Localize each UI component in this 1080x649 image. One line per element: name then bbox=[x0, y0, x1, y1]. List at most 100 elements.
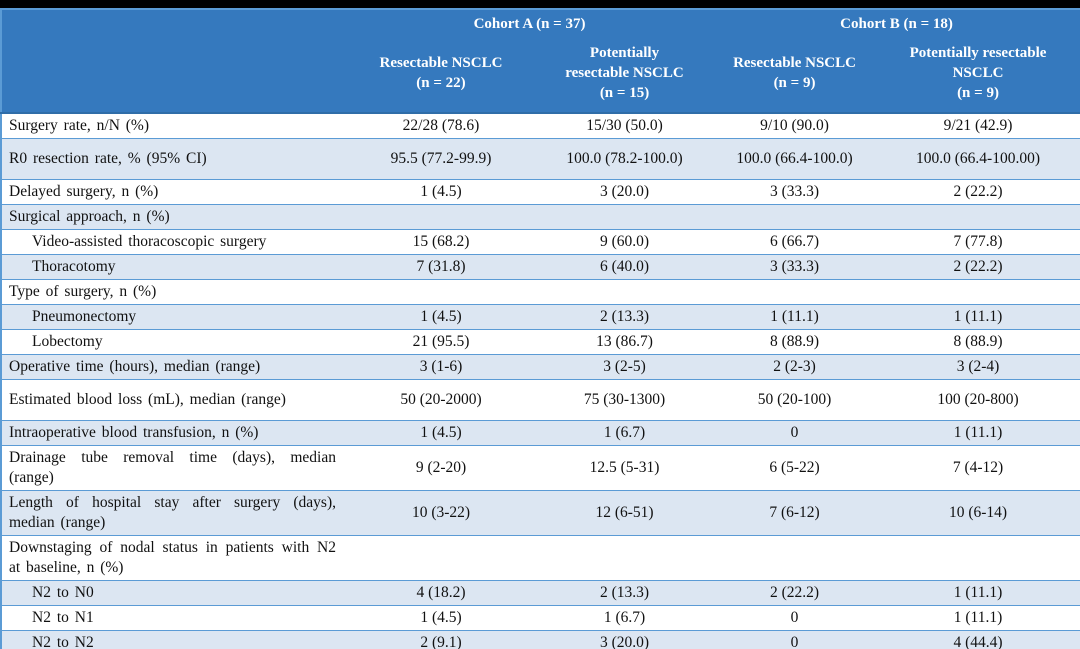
row-value: 1 (4.5) bbox=[420, 183, 462, 200]
table-row: Pneumonectomy 1 (4.5) 2 (13.3) 1 (11.1) 1 (1… bbox=[1, 304, 1080, 330]
table-row: Surgery rate, n/N (%) 22/28 (78.6) 15/30 (… bbox=[1, 113, 1080, 139]
row-value: 3 (33.3) bbox=[769, 183, 820, 200]
row-value bbox=[536, 205, 713, 230]
table-row: Length of hospital stay after surgery (d… bbox=[1, 490, 1080, 536]
row-value: 15/30 (50.0) bbox=[586, 117, 663, 134]
row-label: Surgery rate, n/N (%) bbox=[9, 117, 150, 134]
surgery-outcomes-table: Cohort A (n = 37) Cohort B (n = 18) Rese… bbox=[0, 8, 1080, 649]
row-value: 7 (4-12) bbox=[952, 459, 1004, 476]
row-value: 2 (2-3) bbox=[773, 358, 816, 375]
row-label: Intraoperative blood transfusion, n (%) bbox=[9, 424, 259, 441]
table-row: Type of surgery, n (%) bbox=[1, 279, 1080, 305]
row-value: 9 (60.0) bbox=[599, 233, 650, 250]
row-value: 100.0 (66.4-100.00) bbox=[916, 150, 1041, 167]
row-label: Drainage tube removal time (days), media… bbox=[9, 449, 336, 486]
row-value: 100.0 (78.2-100.0) bbox=[566, 150, 683, 167]
row-value: 9 (2-20) bbox=[415, 459, 467, 476]
row-value: 3 (2-4) bbox=[956, 358, 1000, 375]
row-label: Length of hospital stay after surgery (d… bbox=[9, 494, 336, 531]
row-value: 12.5 (5-31) bbox=[589, 459, 660, 476]
row-label: Type of surgery, n (%) bbox=[9, 283, 157, 300]
subcolumn-header-2: Resectable NSCLC (n = 9) bbox=[713, 36, 877, 113]
row-value: 50 (20-100) bbox=[757, 391, 832, 408]
row-value: 0 bbox=[790, 634, 799, 649]
subcolumn-header-3: Potentially resectable NSCLC (n = 9) bbox=[876, 36, 1080, 113]
subcolumn-header-1: Potentially resectable NSCLC (n = 15) bbox=[536, 36, 714, 113]
row-value: 9/10 (90.0) bbox=[760, 117, 829, 134]
table-row: N2 to N2 2 (9.1) 3 (20.0) 0 4 (44.4) bbox=[1, 630, 1080, 649]
row-value: 7 (6-12) bbox=[769, 504, 820, 521]
row-value: 6 (66.7) bbox=[769, 233, 820, 250]
subcolumn-header-row: Resectable NSCLC (n = 22) Potentially res… bbox=[1, 36, 1080, 113]
table-row: Lobectomy 21 (95.5) 13 (86.7) 8 (88.9) 8 (88… bbox=[1, 329, 1080, 355]
row-label: N2 to N2 bbox=[32, 634, 94, 649]
row-value: 1 (11.1) bbox=[953, 424, 1003, 441]
row-value: 2 (22.2) bbox=[769, 584, 820, 601]
row-value: 1 (4.5) bbox=[420, 308, 462, 325]
row-value: 1 (4.5) bbox=[420, 609, 462, 626]
row-value: 15 (68.2) bbox=[412, 233, 470, 250]
row-value: 7 (31.8) bbox=[416, 258, 466, 275]
row-label: R0 resection rate, % (95% CI) bbox=[9, 150, 207, 167]
table-row: Surgical approach, n (%) bbox=[1, 204, 1080, 230]
row-label: Delayed surgery, n (%) bbox=[9, 183, 159, 200]
row-value: 3 (1-6) bbox=[419, 358, 463, 375]
row-value: 2 (22.2) bbox=[953, 183, 1003, 200]
row-label: Video-assisted thoracoscopic surgery bbox=[32, 233, 267, 250]
row-value: 6 (5-22) bbox=[769, 459, 820, 476]
row-value: 75 (30-1300) bbox=[583, 391, 666, 408]
row-value: 1 (6.7) bbox=[603, 609, 646, 626]
row-value bbox=[346, 280, 536, 305]
row-value: 1 (11.1) bbox=[953, 609, 1003, 626]
table-row: Video-assisted thoracoscopic surgery 15 (… bbox=[1, 229, 1080, 255]
row-value: 6 (40.0) bbox=[599, 258, 650, 275]
row-value: 8 (88.9) bbox=[769, 333, 820, 350]
row-label: Estimated blood loss (mL), median (range… bbox=[9, 391, 286, 408]
row-value: 22/28 (78.6) bbox=[402, 117, 480, 134]
row-value: 10 (6-14) bbox=[948, 504, 1008, 521]
row-value: 10 (3-22) bbox=[411, 504, 471, 521]
cohort-header-row: Cohort A (n = 37) Cohort B (n = 18) bbox=[1, 9, 1080, 113]
cohort-b-header: Cohort B (n = 18) bbox=[713, 9, 1080, 36]
row-value: 8 (88.9) bbox=[953, 333, 1003, 350]
row-label: N2 to N0 bbox=[32, 584, 94, 601]
row-label: N2 to N1 bbox=[32, 609, 94, 626]
row-value bbox=[876, 536, 1080, 581]
row-value: 50 (20-2000) bbox=[400, 391, 482, 408]
table-row: N2 to N0 4 (18.2) 2 (13.3) 2 (22.2) 1 (11.1) bbox=[1, 580, 1080, 606]
table-row: Operative time (hours), median (range) 3 … bbox=[1, 354, 1080, 380]
row-value bbox=[536, 536, 713, 581]
row-value: 2 (13.3) bbox=[599, 584, 650, 601]
table-row: Delayed surgery, n (%) 1 (4.5) 3 (20.0) 3 (… bbox=[1, 179, 1080, 205]
row-value: 3 (20.0) bbox=[599, 183, 650, 200]
row-value: 4 (18.2) bbox=[416, 584, 466, 601]
table-row: Drainage tube removal time (days), media… bbox=[1, 445, 1080, 491]
table-row: Estimated blood loss (mL), median (range… bbox=[1, 379, 1080, 421]
row-value bbox=[713, 280, 876, 305]
row-value bbox=[713, 536, 876, 581]
table-row: Downstaging of nodal status in patients … bbox=[1, 535, 1080, 581]
row-label: Surgical approach, n (%) bbox=[9, 208, 170, 225]
table-row: N2 to N1 1 (4.5) 1 (6.7) 0 1 (11.1) bbox=[1, 605, 1080, 631]
row-value bbox=[713, 205, 876, 230]
row-label: Thoracotomy bbox=[32, 258, 116, 275]
row-value: 9/21 (42.9) bbox=[943, 117, 1013, 134]
row-value bbox=[346, 536, 536, 581]
row-value bbox=[876, 205, 1080, 230]
row-value: 3 (33.3) bbox=[769, 258, 820, 275]
subcolumn-header-0: Resectable NSCLC (n = 22) bbox=[346, 36, 536, 113]
row-value: 0 bbox=[790, 609, 799, 626]
row-value bbox=[536, 280, 713, 305]
row-value: 100.0 (66.4-100.0) bbox=[736, 150, 853, 167]
table-row: Intraoperative blood transfusion, n (%) 1… bbox=[1, 420, 1080, 446]
row-value: 7 (77.8) bbox=[953, 233, 1003, 250]
row-value: 13 (86.7) bbox=[596, 333, 653, 350]
row-value bbox=[346, 205, 536, 230]
row-value: 0 bbox=[790, 424, 799, 441]
row-label: Operative time (hours), median (range) bbox=[9, 358, 261, 375]
row-value: 12 (6-51) bbox=[595, 504, 654, 521]
row-value: 1 (11.1) bbox=[770, 308, 819, 325]
row-value: 3 (20.0) bbox=[599, 634, 650, 649]
row-value: 2 (22.2) bbox=[953, 258, 1003, 275]
